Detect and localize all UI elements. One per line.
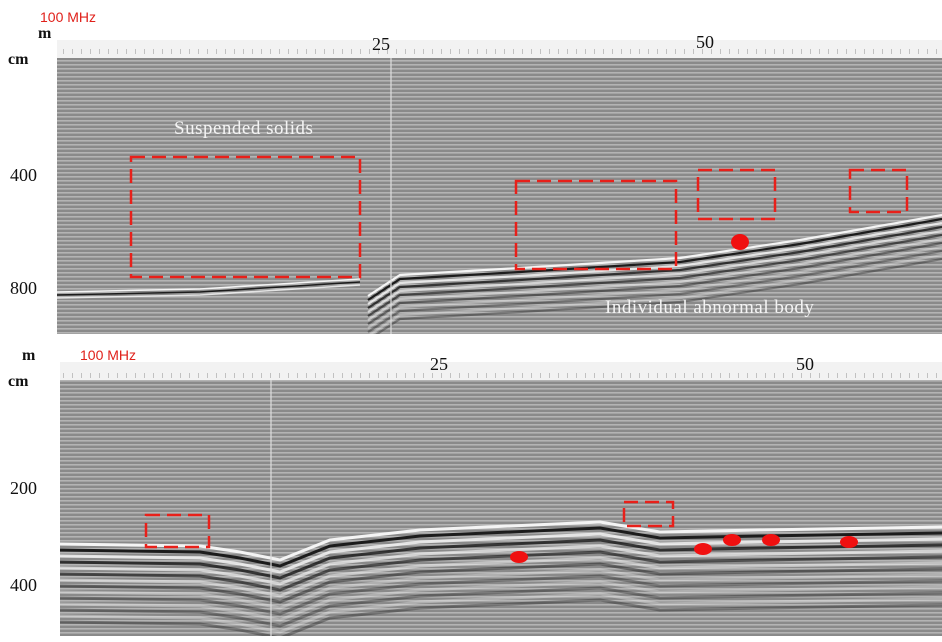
reflector-line [60, 532, 942, 574]
reflector-line [367, 213, 942, 297]
reflector-line [60, 562, 942, 604]
ruler [57, 40, 942, 58]
x-unit: m [22, 347, 36, 364]
panel-bottom: 100 MHz m cm 25 50 200 400 [8, 347, 942, 636]
y-unit: cm [8, 373, 29, 390]
reflector-line [57, 278, 361, 293]
reflector-line [60, 550, 942, 592]
reflector-line [367, 225, 942, 309]
reflector-line [60, 520, 942, 562]
frequency: 100 MHz [40, 9, 96, 25]
x-tick: 50 [796, 354, 814, 374]
reflector-line [60, 580, 942, 622]
radargram [60, 380, 942, 636]
reflector [57, 213, 942, 334]
reflector-line [60, 568, 942, 610]
y-tick: 800 [10, 278, 37, 298]
reflector-line [57, 281, 361, 296]
region-box [514, 179, 678, 271]
y-tick: 400 [10, 575, 37, 595]
reflector-line [367, 237, 942, 321]
region-box [622, 500, 675, 528]
y-tick: 200 [10, 478, 37, 498]
annotation: Individual abnormal body [605, 297, 814, 318]
anomaly-dot [731, 234, 749, 250]
region-box [129, 155, 362, 279]
reflector-line [367, 221, 942, 305]
reflector-line [369, 253, 942, 334]
x-tick: 25 [372, 34, 390, 54]
anomaly-dot [762, 534, 780, 546]
ruler [60, 362, 942, 380]
reflector-line [57, 284, 361, 299]
anomaly-dot [694, 543, 712, 555]
reflector-line [367, 233, 942, 317]
reflector-line [60, 526, 942, 568]
reflector-line [367, 217, 942, 301]
panel-top: 100 MHz m cm 25 50 400 800 Suspended sol… [8, 9, 942, 334]
reflector-line [367, 245, 942, 329]
reflector-line [367, 241, 942, 325]
reflector-line [367, 249, 942, 333]
region-box [144, 513, 211, 549]
y-unit: cm [8, 51, 29, 68]
reflector-line [60, 592, 942, 634]
reflector-line [367, 229, 942, 313]
reflector-line [60, 574, 942, 616]
reflector-line [60, 556, 942, 598]
frequency: 100 MHz [80, 347, 136, 363]
x-tick: 50 [696, 32, 714, 52]
anomaly-dot [510, 551, 528, 563]
reflector-line [375, 257, 942, 334]
region-box [848, 168, 909, 214]
reflector-line [60, 598, 942, 636]
x-tick: 25 [430, 354, 448, 374]
x-unit: m [38, 25, 52, 42]
y-tick: 400 [10, 165, 37, 185]
annotation: Suspended solids [174, 118, 313, 139]
anomaly-dot [723, 534, 741, 546]
reflector-line [60, 544, 942, 586]
anomaly-dot [840, 536, 858, 548]
reflector-line [60, 586, 942, 628]
